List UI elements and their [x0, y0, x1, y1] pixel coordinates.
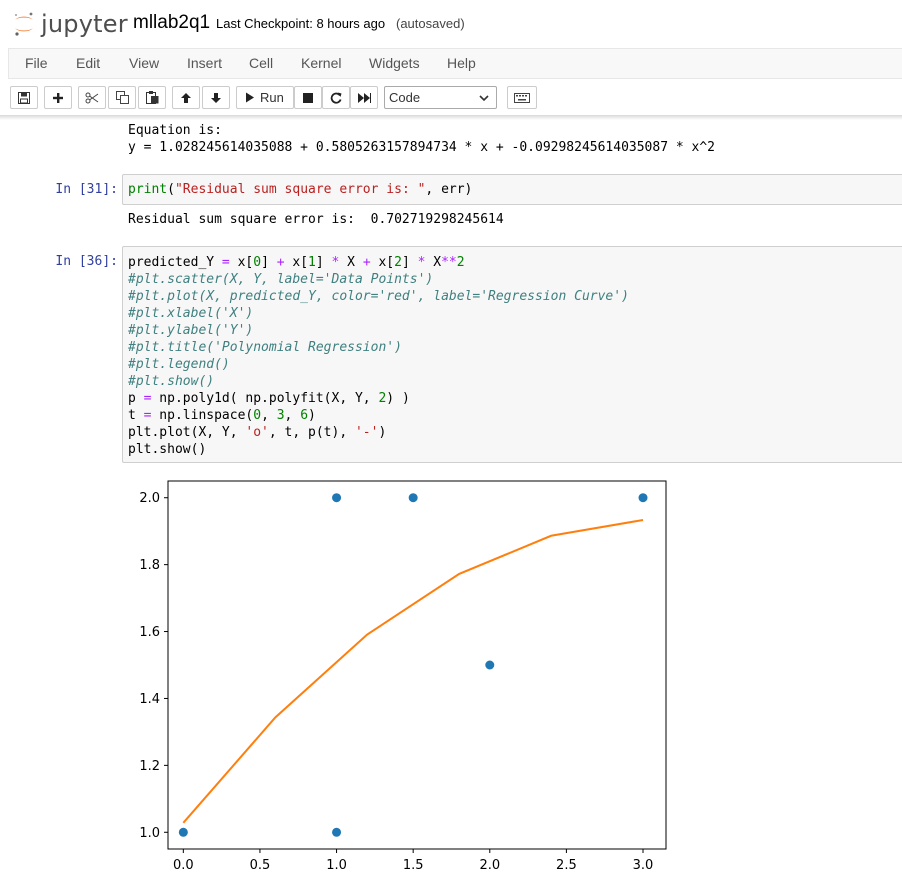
- x-tick-label: 1.5: [403, 858, 424, 873]
- y-tick-label: 2.0: [139, 491, 160, 506]
- x-tick-label: 3.0: [633, 858, 654, 873]
- copy-icon: [115, 91, 129, 104]
- data-point: [485, 660, 495, 670]
- series-line-fit: [182, 518, 644, 824]
- code-cell-31[interactable]: print("Residual sum square error is: ", …: [122, 174, 902, 205]
- y-tick-label: 1.4: [139, 692, 160, 707]
- code-line: #plt.ylabel('Y'): [128, 323, 254, 338]
- code-token-rest: , err): [425, 182, 473, 197]
- x-tick-label: 0.5: [250, 858, 271, 873]
- code-line: #plt.legend(): [128, 357, 230, 372]
- logo-text: jupyter: [41, 10, 128, 38]
- y-tick-label: 1.2: [139, 759, 160, 774]
- interrupt-button[interactable]: [294, 86, 322, 109]
- menu-file[interactable]: File: [25, 55, 48, 71]
- x-tick-label: 2.0: [479, 858, 500, 873]
- code-line: #plt.scatter(X, Y, label='Data Points'): [128, 272, 434, 287]
- menubar: File Edit View Insert Cell Kernel Widget…: [8, 48, 902, 79]
- data-point: [332, 493, 342, 503]
- play-icon: [246, 92, 254, 103]
- fast-forward-icon: [357, 92, 371, 103]
- y-tick-label: 1.6: [139, 625, 160, 640]
- restart-button[interactable]: [322, 86, 350, 109]
- header-shadow: [0, 115, 902, 120]
- arrow-up-icon: [181, 92, 191, 103]
- code-token-string: "Residual sum square error is: ": [174, 182, 426, 197]
- code-line: plt.show(): [128, 442, 207, 457]
- menu-help[interactable]: Help: [447, 55, 476, 71]
- cell-prompt-31: In [31]:: [55, 182, 118, 197]
- menu-insert[interactable]: Insert: [187, 55, 223, 71]
- x-tick-label: 1.0: [326, 858, 347, 873]
- code-line: print("Residual sum square error is: ", …: [128, 181, 472, 198]
- cell-type-value: Code: [389, 90, 421, 105]
- output-equation-label: Equation is:: [128, 123, 222, 138]
- run-button[interactable]: Run: [236, 86, 294, 109]
- output-rss: Residual sum square error is: 0.70271929…: [128, 212, 504, 227]
- data-point: [408, 493, 418, 503]
- code-cell-36[interactable]: predicted_Y = x[0] + x[1] * X + x[2] * X…: [122, 246, 902, 463]
- notebook-header: jupyter mllab2q1 Last Checkpoint: 8 hour…: [0, 0, 902, 46]
- command-palette-button[interactable]: [507, 86, 537, 109]
- paste-icon: [145, 91, 158, 104]
- arrow-down-icon: [211, 92, 221, 103]
- data-point: [178, 827, 188, 837]
- code-line: #plt.plot(X, predicted_Y, color='red', l…: [128, 289, 629, 304]
- code-line: p = np.poly1d( np.polyfit(X, Y, 2) ): [128, 391, 410, 406]
- y-tick-label: 1.0: [139, 826, 160, 841]
- chevron-down-icon: [479, 95, 489, 102]
- toolbar: Run Code: [0, 82, 902, 114]
- y-tick-label: 1.8: [139, 558, 160, 573]
- run-all-button[interactable]: [350, 86, 378, 109]
- code-line: plt.plot(X, Y, 'o', t, p(t), '-'): [128, 425, 387, 440]
- stop-icon: [303, 92, 313, 103]
- plot-output: 0.0 0.5 1.0 1.5 2.0 2.5 3.0 1.0 1.2 1.4 1.6 1.8 2.0: [139, 480, 667, 873]
- data-point: [638, 493, 648, 503]
- data-point: [332, 827, 342, 837]
- menu-view[interactable]: View: [129, 55, 160, 71]
- menu-edit[interactable]: Edit: [76, 55, 101, 71]
- code-line: #plt.show(): [128, 374, 215, 389]
- keyboard-icon: [514, 92, 530, 103]
- paste-button[interactable]: [138, 86, 166, 109]
- move-down-button[interactable]: [202, 86, 230, 109]
- save-button[interactable]: [10, 86, 38, 109]
- plot-axes-frame: [167, 480, 667, 850]
- code-line: t = np.linspace(0, 3, 6): [128, 408, 316, 423]
- output-equation: y = 1.028245614035088 + 0.58052631578947…: [128, 140, 715, 155]
- code-token-paren: (: [167, 182, 175, 197]
- jupyter-logo[interactable]: jupyter: [13, 9, 128, 39]
- copy-button[interactable]: [108, 86, 136, 109]
- menu-cell[interactable]: Cell: [249, 55, 274, 71]
- cut-icon: [85, 92, 99, 103]
- checkpoint-status: Last Checkpoint: 8 hours ago: [216, 16, 386, 31]
- cell-prompt-36: In [36]:: [55, 254, 118, 269]
- run-label: Run: [260, 90, 284, 105]
- jupyter-logo-icon: [15, 12, 33, 36]
- cut-button[interactable]: [78, 86, 106, 109]
- save-icon: [18, 91, 30, 104]
- x-tick-label: 0.0: [173, 858, 194, 873]
- code-line: #plt.title('Polynomial Regression'): [128, 340, 402, 355]
- menu-kernel[interactable]: Kernel: [301, 55, 342, 71]
- code-token-fn: print: [128, 182, 168, 197]
- move-up-button[interactable]: [172, 86, 200, 109]
- cell-type-select[interactable]: Code: [384, 86, 497, 109]
- code-line: predicted_Y = x[0] + x[1] * X + x[2] * X…: [128, 255, 465, 270]
- menu-widgets[interactable]: Widgets: [369, 55, 420, 71]
- notebook-name[interactable]: mllab2q1: [133, 12, 211, 33]
- plus-icon: [53, 92, 63, 103]
- x-tick-label: 2.5: [556, 858, 577, 873]
- insert-cell-button[interactable]: [44, 86, 72, 109]
- autosave-status: (autosaved): [396, 16, 465, 31]
- restart-icon: [330, 92, 342, 104]
- code-line: #plt.xlabel('X'): [128, 306, 254, 321]
